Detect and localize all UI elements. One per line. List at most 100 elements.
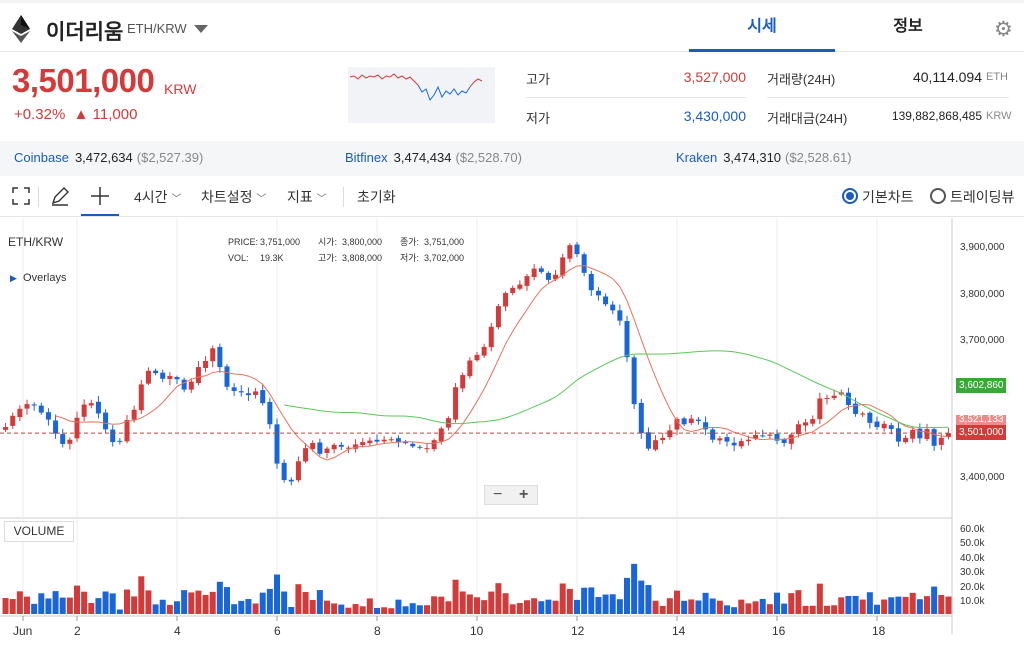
zoom-in-button[interactable]: + [519,486,529,503]
candle[interactable] [867,412,873,423]
candle[interactable] [881,423,887,429]
exchange-coinbase[interactable]: Coinbase 3,472,634 ($2,527.39) [14,150,204,165]
candle[interactable] [74,417,80,439]
candle[interactable] [424,448,430,450]
candle[interactable] [853,403,859,414]
candle[interactable] [595,290,601,296]
candle[interactable] [145,370,151,384]
candle[interactable] [781,439,787,443]
candle[interactable] [695,419,701,421]
candle[interactable] [431,440,437,450]
candle[interactable] [417,446,423,448]
candle[interactable] [588,273,594,291]
candle[interactable] [338,444,344,447]
candle[interactable] [553,274,559,280]
tradingview-label[interactable]: 트레이딩뷰 [950,189,1015,205]
candle[interactable] [581,254,587,273]
candle[interactable] [60,434,66,444]
candle[interactable] [631,357,637,405]
candle[interactable] [410,443,416,447]
basic-chart-label[interactable]: 기본차트 [862,189,914,205]
candle[interactable] [167,375,173,380]
candle[interactable] [3,427,9,430]
candlestick-chart[interactable] [0,218,1024,648]
candle[interactable] [817,398,823,420]
candle[interactable] [353,444,359,449]
candle[interactable] [488,326,494,348]
gear-icon[interactable]: ⚙ [994,18,1013,41]
candle[interactable] [303,448,309,462]
candle[interactable] [81,404,87,417]
candle[interactable] [188,381,194,390]
tradingview-radio[interactable] [930,188,946,204]
candle[interactable] [645,432,651,449]
crosshair-tool[interactable] [81,177,119,216]
candle[interactable] [124,420,130,442]
candle[interactable] [267,401,273,425]
basic-chart-radio[interactable] [842,188,858,204]
candle[interactable] [610,304,616,311]
candle[interactable] [624,321,630,358]
candle[interactable] [724,437,730,442]
candle[interactable] [138,384,144,411]
candle[interactable] [710,429,716,440]
candle[interactable] [931,429,937,446]
candle[interactable] [831,395,837,399]
candle[interactable] [745,439,751,442]
candle[interactable] [203,360,209,369]
candle[interactable] [531,268,537,277]
candle[interactable] [910,429,916,439]
candle[interactable] [160,372,166,379]
candle[interactable] [181,379,187,390]
candle[interactable] [38,405,44,413]
candle[interactable] [224,366,230,387]
candle[interactable] [281,462,287,481]
candle[interactable] [638,402,644,434]
candle[interactable] [260,390,266,404]
candle[interactable] [238,391,244,393]
candle[interactable] [231,387,237,391]
candle[interactable] [574,244,580,255]
fullscreen-icon[interactable] [12,187,30,205]
candle[interactable] [703,422,709,430]
candle[interactable] [824,398,830,399]
candle[interactable] [945,433,951,438]
candle[interactable] [653,440,659,450]
candle[interactable] [895,428,901,442]
candle[interactable] [345,447,351,449]
candle[interactable] [195,367,201,383]
candle[interactable] [481,346,487,356]
candle[interactable] [210,348,216,362]
candle[interactable] [767,434,773,436]
candle[interactable] [788,434,794,444]
candle[interactable] [503,293,509,307]
candle[interactable] [131,409,137,420]
chart-settings-dropdown[interactable]: 차트설정 ﹀ [201,189,267,205]
candle[interactable] [810,419,816,424]
candle[interactable] [753,435,759,439]
candle[interactable] [274,424,280,464]
candle[interactable] [860,413,866,415]
candle[interactable] [253,391,259,395]
candle[interactable] [153,370,159,374]
candle[interactable] [560,257,566,276]
candle[interactable] [688,418,694,424]
candle[interactable] [438,428,444,442]
candle[interactable] [317,442,323,454]
candle[interactable] [24,404,30,409]
candle[interactable] [603,296,609,305]
candle[interactable] [117,440,123,442]
candle[interactable] [660,437,666,441]
candle[interactable] [453,387,459,420]
chevron-down-icon[interactable] [194,25,208,33]
candle[interactable] [903,437,909,443]
candle[interactable] [731,442,737,446]
candle[interactable] [174,376,180,380]
candle[interactable] [717,438,723,441]
candle[interactable] [310,443,316,449]
candle[interactable] [53,420,59,434]
price-chart[interactable]: ETH/KRW ▶ Overlays PRICE: 3,751,000 시가: 3,8… [0,218,1024,648]
candle[interactable] [374,439,380,442]
candle[interactable] [110,429,116,443]
candle[interactable] [388,439,394,441]
